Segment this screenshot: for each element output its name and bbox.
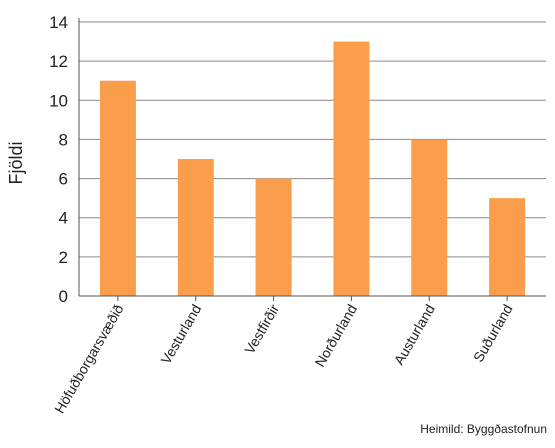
x-tick-label: Norðurland xyxy=(312,302,360,370)
bar xyxy=(333,41,370,297)
x-tick-label: Suðurland xyxy=(470,302,516,365)
y-tick-label: 2 xyxy=(59,248,68,267)
gridlines xyxy=(79,21,546,258)
y-tick-label: 6 xyxy=(59,170,68,189)
bar xyxy=(177,159,214,296)
y-axis-title: Fjöldi xyxy=(6,141,26,184)
bar xyxy=(411,139,448,296)
x-tick-label: Vestfirðir xyxy=(241,301,282,356)
y-tick-label: 8 xyxy=(59,130,68,149)
bar xyxy=(255,178,292,296)
y-tick-labels: 0 2 4 6 8 10 12 14 xyxy=(49,13,68,306)
y-tick-label: 10 xyxy=(49,91,68,110)
axes xyxy=(78,18,546,301)
y-tick-label: 12 xyxy=(49,52,68,71)
bar xyxy=(489,198,526,296)
y-tick-label: 4 xyxy=(59,209,68,228)
x-tick-labels: Höfuðborgarsvæðið Vesturland Vestfirðir Nor… xyxy=(51,301,516,416)
source-note: Heimild: Byggðastofnun xyxy=(420,422,547,436)
y-tick-label: 14 xyxy=(49,13,68,32)
x-tick-label: Vesturland xyxy=(157,302,204,367)
x-tick-label: Höfuðborgarsvæðið xyxy=(51,301,126,416)
y-tick-label: 0 xyxy=(59,287,68,306)
bars xyxy=(99,41,526,297)
bar xyxy=(99,80,136,296)
x-tick-label: Austurland xyxy=(391,302,438,368)
